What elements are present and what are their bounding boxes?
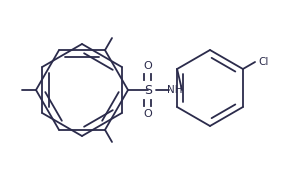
Text: O: O [144, 61, 152, 71]
Text: S: S [144, 84, 152, 96]
Text: Cl: Cl [258, 57, 268, 67]
Text: NH: NH [167, 85, 183, 95]
Text: O: O [144, 109, 152, 119]
